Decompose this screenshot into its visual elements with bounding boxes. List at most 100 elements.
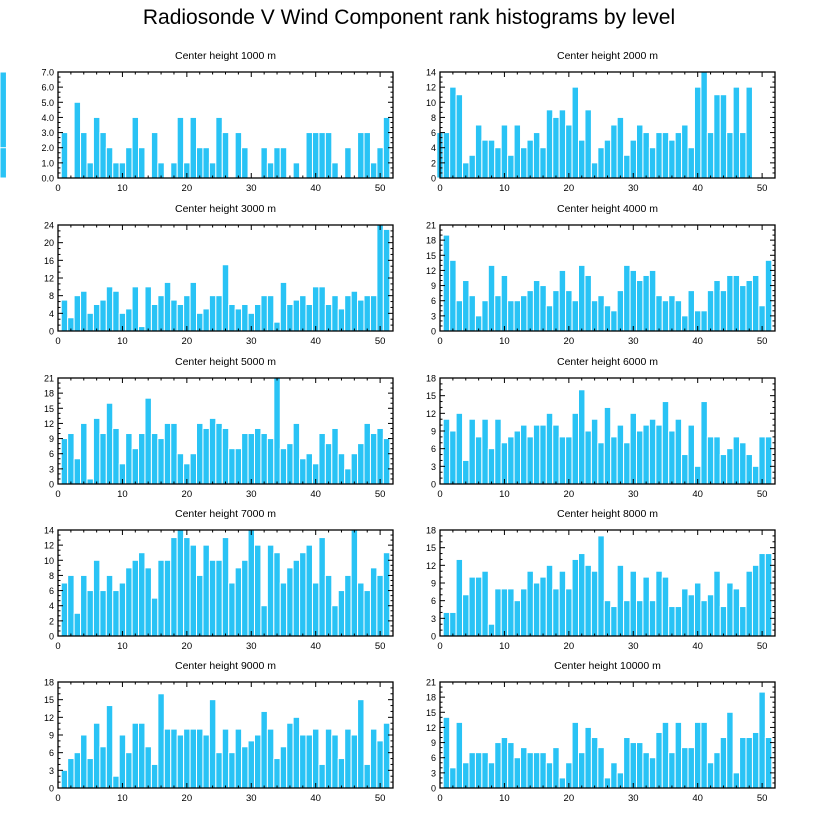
- histogram-bar: [526, 570, 534, 637]
- histogram-bar: [520, 588, 528, 637]
- histogram-bar: [202, 308, 210, 332]
- histogram-bar: [292, 299, 301, 332]
- histogram-bar: [99, 132, 107, 179]
- y-tick-label: 12: [426, 409, 436, 419]
- panel-title: Center height 8000 m: [557, 508, 658, 520]
- x-tick-label: 20: [564, 336, 575, 347]
- x-tick-label: 50: [375, 793, 386, 804]
- histogram-bar: [655, 731, 663, 789]
- histogram-bar: [344, 728, 352, 789]
- histogram-bar: [260, 605, 268, 637]
- histogram-bar: [131, 286, 140, 332]
- y-tick-label: 12: [44, 713, 54, 723]
- x-tick-label: 10: [117, 336, 128, 347]
- histogram-bar: [745, 454, 753, 485]
- y-tick-label: 0: [431, 784, 436, 794]
- histogram-bar: [719, 94, 728, 179]
- histogram-bar: [700, 721, 708, 789]
- x-tick-label: 40: [310, 641, 321, 652]
- histogram-bar: [616, 116, 625, 179]
- histogram-bar: [99, 433, 107, 485]
- histogram-bar: [337, 590, 346, 637]
- histogram-bar: [266, 295, 275, 332]
- histogram-bar: [73, 101, 82, 179]
- y-tick-label: 9: [431, 579, 436, 589]
- histogram-bar: [674, 721, 683, 789]
- histogram-bar: [138, 147, 146, 179]
- histogram-bar: [629, 412, 637, 485]
- histogram-bar: [99, 590, 107, 637]
- y-tick-label: 2.0: [41, 143, 54, 153]
- histogram-bar: [732, 588, 741, 637]
- histogram-bar: [532, 424, 541, 485]
- histogram-bar: [208, 295, 217, 332]
- histogram-bar: [603, 600, 612, 637]
- x-tick-label: 10: [499, 489, 510, 500]
- y-tick-label: 15: [426, 543, 436, 553]
- histogram-bar: [260, 147, 268, 179]
- histogram-bar: [60, 769, 69, 789]
- histogram-bar: [507, 588, 515, 637]
- histogram-bar: [331, 427, 339, 485]
- x-tick-label: 20: [564, 641, 575, 652]
- histogram-bar: [125, 433, 133, 485]
- histogram-bar: [513, 124, 522, 179]
- histogram-bar: [751, 731, 760, 789]
- y-tick-label: 9: [431, 738, 436, 748]
- histogram-bar: [144, 397, 152, 485]
- panel-title: Center height 9000 m: [175, 660, 276, 672]
- histogram-bar: [215, 559, 223, 637]
- histogram-bar: [693, 86, 702, 179]
- histogram-bar: [324, 304, 333, 332]
- histogram-bar: [196, 147, 204, 179]
- histogram-bar: [642, 424, 650, 485]
- panel-title: Center height 3000 m: [175, 203, 276, 215]
- histogram-bar: [681, 588, 689, 637]
- histogram-bar: [331, 605, 339, 637]
- histogram-bar: [382, 552, 391, 637]
- histogram-bar: [532, 280, 541, 332]
- panel-title: Center height 6000 m: [557, 356, 658, 368]
- histogram-bar: [526, 752, 534, 789]
- x-tick-label: 10: [117, 489, 128, 500]
- histogram-bar: [616, 564, 625, 637]
- histogram-bar: [67, 433, 75, 485]
- histogram-bar: [552, 424, 560, 485]
- histogram-bar: [279, 746, 288, 789]
- histogram-bar: [305, 544, 313, 637]
- histogram-bar: [112, 427, 120, 485]
- histogram-bar: [629, 269, 637, 332]
- histogram-bar: [571, 558, 580, 637]
- histogram-bar: [183, 728, 191, 789]
- histogram-bar: [376, 574, 384, 637]
- histogram-bar: [241, 304, 249, 332]
- histogram-bar: [584, 430, 592, 485]
- histogram-bar: [363, 295, 371, 332]
- histogram-panel: Center height 1000 m 0.0 1.0 2.0 3.0 4.0 5.0 6.…: [0, 50, 394, 194]
- histogram-bar: [67, 758, 75, 789]
- histogram-bar: [584, 274, 592, 332]
- histogram-bar: [86, 590, 94, 637]
- x-tick-label: 0: [437, 336, 442, 347]
- y-tick-label: 12: [426, 723, 436, 733]
- histogram-panel: Center height 6000 m 0 3 6 9 12 15 18 0 10 20 30 40 5…: [426, 356, 776, 500]
- histogram-bar: [311, 728, 320, 789]
- panel-title: Center height 10000 m: [554, 660, 661, 672]
- histogram-bar: [764, 259, 773, 332]
- histogram-bar: [674, 606, 683, 637]
- histogram-bar: [739, 132, 747, 179]
- histogram-bar: [732, 274, 741, 332]
- y-tick-label: 0: [431, 327, 436, 337]
- histogram-bar: [661, 401, 670, 485]
- histogram-bar: [635, 600, 644, 637]
- histogram-bar: [539, 147, 547, 179]
- histogram-bar: [713, 570, 721, 637]
- histogram-bar: [337, 308, 346, 332]
- histogram-bar: [719, 606, 728, 637]
- x-tick-label: 0: [55, 641, 60, 652]
- histogram-bar: [481, 139, 489, 179]
- y-tick-label: 3: [431, 311, 436, 321]
- histogram-bar: [305, 304, 313, 332]
- histogram-bar: [494, 295, 502, 332]
- histogram-bar: [105, 705, 114, 789]
